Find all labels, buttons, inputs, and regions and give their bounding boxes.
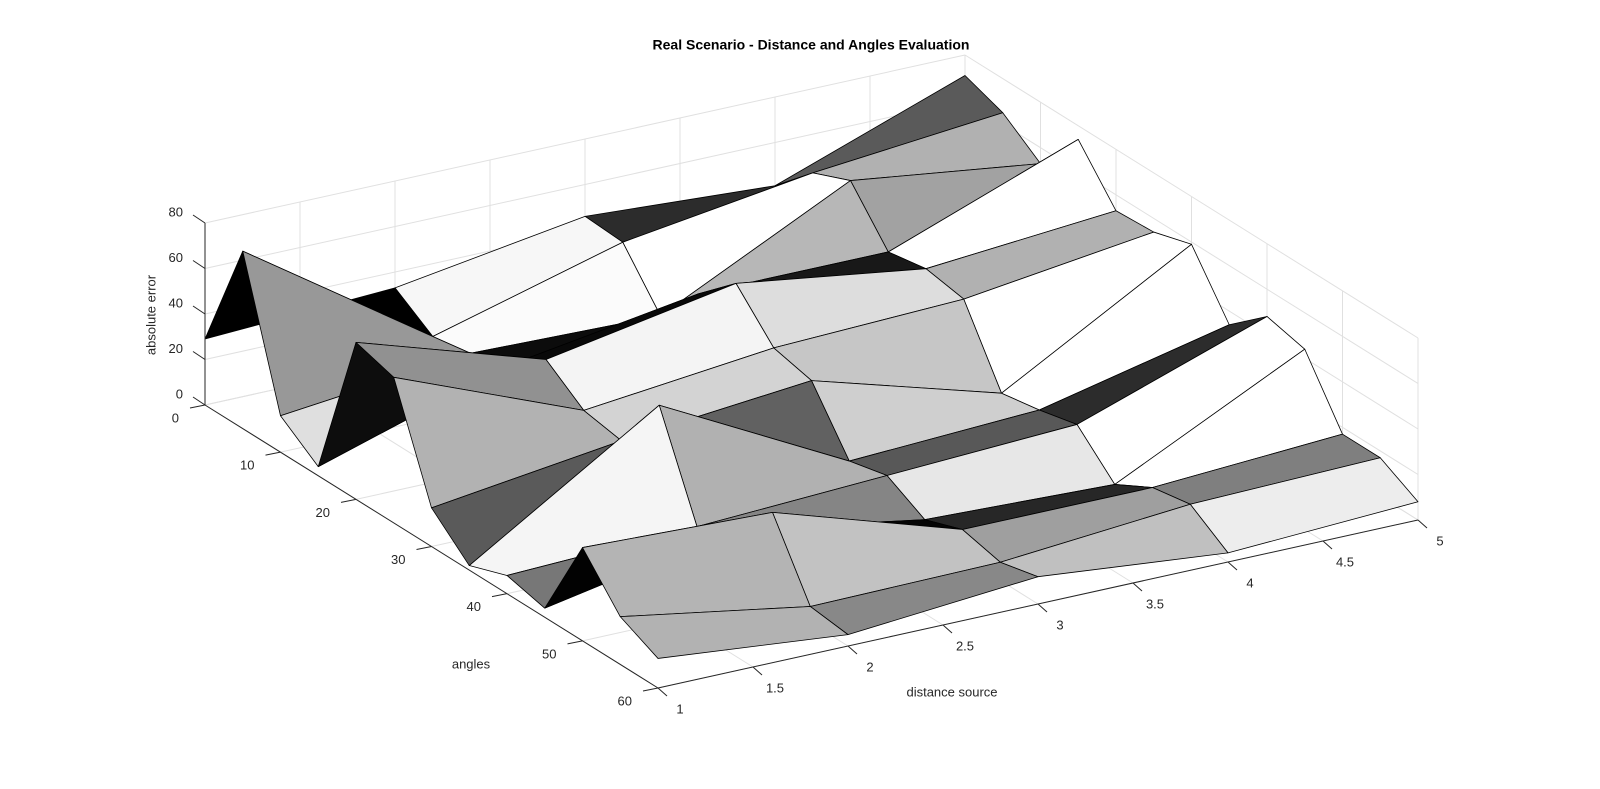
x-tick [1037, 603, 1048, 613]
x-tick [752, 666, 763, 676]
z-tick-label: 20 [169, 341, 183, 356]
x-tick-label: 1.5 [766, 680, 784, 695]
x-tick-label: 3.5 [1146, 596, 1164, 611]
y-tick-label: 30 [391, 552, 405, 567]
z-tick [192, 305, 206, 315]
y-tick-label: 20 [316, 505, 330, 520]
y-tick [265, 451, 281, 456]
z-tick-label: 40 [169, 295, 183, 310]
y-tick [642, 687, 659, 692]
z-tick-label: 60 [169, 250, 183, 265]
grid-line [204, 100, 966, 269]
grid-line [204, 54, 966, 224]
y-tick [189, 404, 206, 409]
y-tick [416, 546, 432, 550]
y-tick-label: 0 [172, 410, 179, 425]
axis-layer: 0 20 40 60 80 0 10 20 30 40 50 60 1 1.5 2 2.5 3 3.5 4 4.5 5 [169, 204, 1444, 716]
z-tick [192, 396, 206, 406]
x-tick [1417, 519, 1428, 529]
x-tick [847, 645, 858, 655]
y-tick [340, 498, 357, 503]
z-tick-label: 80 [169, 204, 183, 219]
z-axis-title: absolute error [143, 274, 158, 355]
y-axis-title: angles [452, 656, 491, 671]
y-tick-label: 10 [240, 458, 254, 473]
chart-title: Real Scenario - Distance and Angles Eval… [653, 37, 970, 53]
y-tick-label: 40 [467, 599, 481, 614]
surface-face [619, 606, 849, 659]
x-tick [657, 687, 668, 697]
x-tick-label: 4.5 [1336, 554, 1354, 569]
y-tick [491, 593, 508, 598]
x-tick-label: 3 [1056, 617, 1063, 632]
y-tick-label: 50 [542, 646, 556, 661]
x-tick [1322, 540, 1333, 550]
z-tick [192, 351, 206, 360]
x-tick-label: 2.5 [956, 638, 974, 653]
z-tick-label: 0 [176, 386, 183, 401]
x-tick [1227, 561, 1238, 571]
x-axis-title: distance source [906, 684, 997, 699]
z-tick [192, 260, 206, 269]
y-tick-label: 60 [618, 693, 632, 708]
x-tick-label: 1 [676, 701, 683, 716]
x-tick-label: 2 [866, 659, 873, 674]
surface-layer [204, 75, 1419, 659]
grid-line [964, 100, 1419, 384]
x-tick-label: 4 [1246, 575, 1253, 590]
z-tick [192, 214, 206, 224]
y-tick [567, 640, 583, 645]
grid-line [964, 54, 1419, 339]
x-tick-label: 5 [1436, 533, 1443, 548]
x-tick [1132, 582, 1143, 592]
x-tick [942, 624, 953, 634]
